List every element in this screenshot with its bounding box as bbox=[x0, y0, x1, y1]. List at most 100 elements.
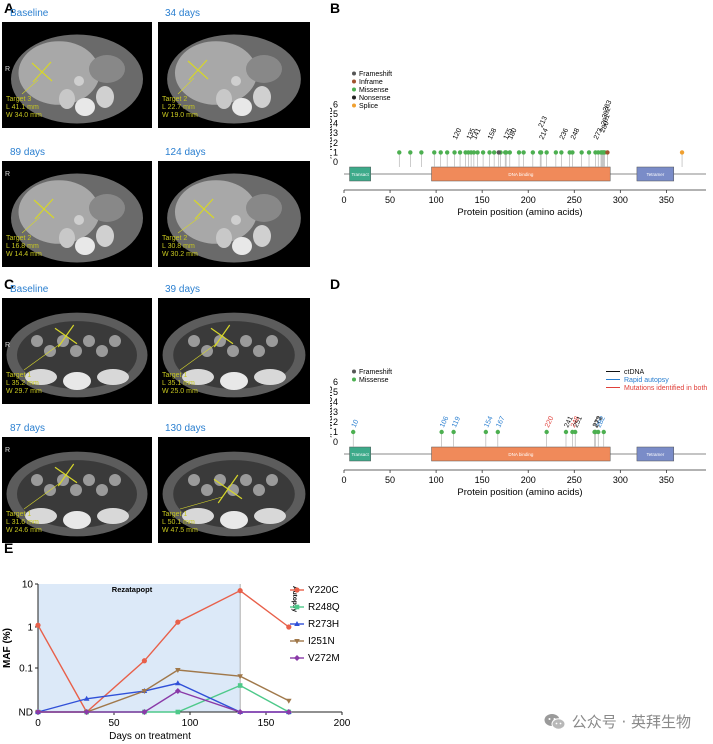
bowel-loop bbox=[201, 345, 213, 357]
legend-marker bbox=[294, 639, 300, 644]
series-point bbox=[237, 674, 243, 680]
leader-line bbox=[179, 343, 217, 371]
series-point bbox=[35, 622, 41, 628]
liver-region bbox=[174, 41, 258, 105]
bowel-loop bbox=[83, 474, 95, 486]
spine-region bbox=[220, 372, 248, 390]
mutation-label: 272 bbox=[592, 415, 603, 429]
legend-marker bbox=[352, 71, 356, 76]
x-tick-label: 0 bbox=[35, 718, 41, 729]
legend-label: Rapid autopsy bbox=[624, 377, 669, 384]
side-marker: R bbox=[5, 66, 11, 73]
kidney-region bbox=[59, 89, 75, 109]
legend-marker bbox=[352, 103, 356, 108]
mutation-label: 106 bbox=[439, 415, 450, 429]
mutation-label: 175 bbox=[503, 127, 514, 141]
lollipop-dot bbox=[586, 150, 592, 155]
mutation-label: 141 bbox=[471, 127, 482, 141]
tumor-measurement-text: Target 2 L 16.8 mm W 14.4 mm bbox=[6, 235, 42, 258]
bowel-loop bbox=[214, 474, 226, 486]
y-tick-label: 6 bbox=[333, 99, 338, 109]
legend-label: Splice bbox=[359, 103, 378, 110]
series-point bbox=[174, 688, 181, 695]
y-tick-label: 1 bbox=[333, 147, 338, 157]
ct-scan-drawing bbox=[6, 451, 148, 537]
mutation-label: 213 bbox=[538, 115, 549, 129]
series-point bbox=[141, 689, 148, 695]
bowel-loop bbox=[83, 335, 95, 347]
lollipop-dot bbox=[503, 150, 509, 155]
protein-domain bbox=[349, 166, 371, 182]
mutation-label: 273 bbox=[593, 415, 604, 429]
mutation-label: 273 bbox=[593, 127, 604, 141]
x-axis-label: Protein position (amino acids) bbox=[457, 487, 582, 498]
ct-scan-image: Target 1 L 50.1 mm W 47.5 mm bbox=[158, 437, 310, 543]
legend-marker bbox=[294, 655, 300, 661]
x-tick-label: 150 bbox=[258, 718, 275, 729]
legend-label: Nonsense bbox=[359, 95, 391, 102]
lollipop-dot bbox=[516, 150, 522, 155]
x-tick-label: 0 bbox=[341, 195, 346, 205]
x-tick-label: 300 bbox=[613, 195, 628, 205]
spine-region bbox=[75, 98, 95, 116]
panel-letter-a: A bbox=[4, 0, 15, 16]
tumor-measurement-text: Target 2 L 22.7 mm W 19.0 mm bbox=[162, 96, 198, 119]
x-tick-label: 100 bbox=[429, 195, 444, 205]
stomach-region bbox=[89, 55, 125, 83]
protein-domain bbox=[431, 446, 611, 462]
legend-label: Inframe bbox=[359, 79, 383, 86]
ct-scan-drawing bbox=[6, 312, 148, 398]
bowel-loop bbox=[96, 484, 108, 496]
lollipop-dot bbox=[351, 429, 356, 435]
lollipop-dot bbox=[530, 150, 536, 155]
ct-scan-image: Target 1 L 35.1 mm W 25.0 mm bbox=[158, 298, 310, 404]
domain-label: Tetramer bbox=[646, 172, 664, 177]
bowel-loop bbox=[31, 474, 43, 486]
pelvic-bone bbox=[97, 369, 129, 385]
protein-domain bbox=[636, 446, 675, 462]
legend-label: Y220C bbox=[308, 585, 339, 596]
x-tick-label: 50 bbox=[108, 718, 120, 729]
mutation-label: 214 bbox=[539, 127, 550, 141]
legend-label: Mutations identified in both bbox=[624, 385, 707, 392]
domain-label: Transact bbox=[351, 452, 369, 457]
kidney-region bbox=[253, 86, 271, 108]
legend-label: V272M bbox=[308, 653, 340, 664]
x-tick-label: 300 bbox=[613, 475, 628, 485]
ct-scan-image: Target 1 L 31.6 mm W 24.6 mm R bbox=[2, 437, 152, 543]
wechat-icon bbox=[544, 713, 566, 731]
lollipop-dot bbox=[439, 429, 444, 435]
mutation-label: 241 bbox=[563, 415, 574, 429]
lollipop-dot bbox=[483, 429, 489, 435]
leader-line bbox=[21, 79, 39, 95]
ct-timepoint-label: Baseline bbox=[10, 284, 49, 295]
y-tick-label: 1 bbox=[333, 427, 338, 437]
bowel-loop bbox=[109, 474, 121, 486]
ct-scan-drawing bbox=[162, 312, 306, 398]
legend-marker bbox=[352, 87, 356, 92]
kidney-region bbox=[59, 228, 75, 248]
domain-label: DNA binding bbox=[508, 172, 534, 177]
legend-marker bbox=[294, 621, 300, 626]
lollipop-dot bbox=[579, 150, 584, 155]
tumor-measurement-text: Target 2 L 30.8 mm W 30.2 mm bbox=[162, 235, 198, 258]
series-point bbox=[175, 709, 181, 715]
bowel-loop bbox=[266, 474, 278, 486]
legend-label: R248Q bbox=[308, 602, 340, 613]
tumor-measurement-text: Target 1 L 50.1 mm W 47.5 mm bbox=[162, 511, 198, 534]
kidney-region bbox=[216, 228, 232, 248]
series-line-Y220C bbox=[37, 589, 290, 714]
ct-scan-image: Target 2 L 30.8 mm W 30.2 mm bbox=[158, 161, 310, 267]
lollipop-dot bbox=[573, 429, 578, 435]
leader-line bbox=[179, 496, 223, 510]
leader-line bbox=[21, 216, 41, 234]
legend-label: I251N bbox=[308, 636, 335, 647]
spine-region bbox=[63, 372, 91, 390]
x-tick-label: 350 bbox=[659, 475, 674, 485]
protein-domain bbox=[636, 166, 675, 182]
pelvic-bone bbox=[182, 369, 214, 385]
annotation-label: Autopsy bbox=[291, 586, 298, 612]
spine-region bbox=[232, 237, 252, 255]
aorta-region bbox=[74, 215, 84, 225]
tumor-measurement-text: Target 3 L 41.1 mm W 34.0 mm bbox=[6, 96, 42, 119]
